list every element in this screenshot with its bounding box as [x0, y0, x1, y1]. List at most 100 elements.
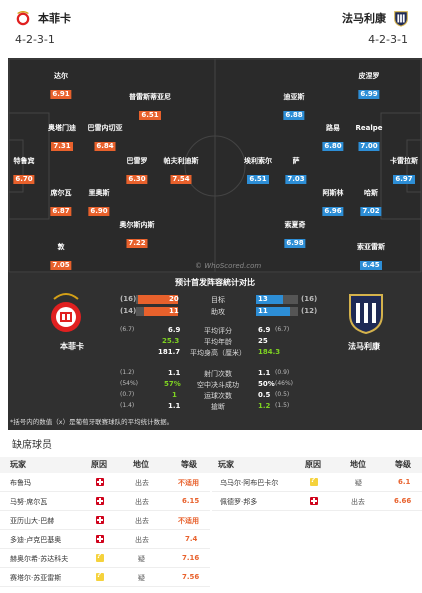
home-player-marker[interactable]: 达尔 6.91	[50, 72, 72, 100]
home-value: 1.1	[168, 369, 181, 377]
player-rating: 6.98	[284, 239, 306, 248]
rating-value: 7.4	[185, 535, 198, 543]
absent-row[interactable]: 马努·席尔瓦 出去 6.15	[0, 493, 210, 511]
player-rating: 7.54	[170, 175, 192, 184]
player-name[interactable]: 多迪·卢克巴基奥	[10, 536, 62, 544]
absent-row[interactable]: 乌马尔·阿布巴卡尔 疑 6.1	[212, 474, 422, 492]
player-name[interactable]: 乌马尔·阿布巴卡尔	[220, 479, 279, 487]
away-crest-icon	[394, 11, 408, 27]
away-prev-value: (6.7)	[275, 326, 290, 333]
player-rating: 7.31	[51, 142, 73, 151]
player-name[interactable]: 赫奥尔希·苏达科夫	[10, 555, 69, 563]
home-player-marker[interactable]: 巴雷内切亚 6.84	[88, 124, 123, 152]
stat-label: 平均身高（厘米）	[190, 349, 246, 357]
home-player-marker[interactable]: 巴雷罗 6.30	[126, 157, 148, 185]
away-player-marker[interactable]: 卡雷拉斯 6.97	[390, 157, 418, 185]
status-text: 疑	[355, 479, 362, 487]
home-value: 1.1	[168, 402, 181, 410]
away-team-label: 法马利康	[348, 342, 380, 351]
away-player-marker[interactable]: Realpe 7.00	[355, 124, 383, 152]
away-team-header[interactable]: 法马利康	[342, 8, 410, 28]
away-value: 1.1	[258, 369, 271, 377]
home-prev-value: (54%)	[120, 380, 139, 387]
rating-value: 7.56	[182, 573, 200, 581]
home-bar-fill	[138, 295, 178, 304]
away-player-marker[interactable]: 阿斯林 6.96	[322, 189, 344, 217]
injury-icon	[96, 516, 104, 524]
match-header: 本菲卡 4-2-3-1 法马利康 4-2-3-1	[0, 0, 422, 58]
home-player-marker[interactable]: 普雷斯蒂亚尼 6.51	[129, 93, 171, 121]
doubtful-icon	[96, 552, 104, 562]
player-name[interactable]: 布鲁玛	[10, 479, 31, 487]
player-rating: 6.84	[94, 142, 116, 151]
absent-row[interactable]: 布鲁玛 出去 不适用	[0, 474, 210, 492]
player-name: Realpe	[355, 124, 383, 132]
home-crest-icon	[16, 11, 30, 26]
player-name: 阿斯林	[322, 189, 344, 197]
player-name: 里奥斯	[88, 189, 110, 197]
home-player-marker[interactable]: 席尔瓦 6.87	[50, 189, 72, 217]
player-name: 奥塔门迪	[48, 124, 76, 132]
away-player-marker[interactable]: 索亚雷斯 6.45	[357, 243, 385, 271]
home-player-marker[interactable]: 敦 7.05	[50, 243, 72, 271]
player-name[interactable]: 亚历山大·巴赫	[10, 517, 55, 525]
absent-row[interactable]: 赛塔尔·苏亚雷斯 疑 7.56	[0, 569, 210, 587]
home-player-marker[interactable]: 特鲁宾 6.70	[13, 157, 35, 185]
away-bar-fill	[256, 295, 283, 304]
away-player-marker[interactable]: 索夏奇 6.98	[284, 221, 306, 249]
home-value: 6.9	[168, 326, 181, 334]
away-prev-value: (0.9)	[275, 369, 290, 376]
header-position: 地位	[350, 460, 366, 469]
status-text: 出去	[135, 517, 149, 525]
absent-row[interactable]: 多迪·卢克巴基奥 出去 7.4	[0, 531, 210, 549]
absent-row[interactable]: 亚历山大·巴赫 出去 不适用	[0, 512, 210, 530]
away-player-marker[interactable]: 埃利索尔 6.51	[244, 157, 272, 185]
away-player-marker[interactable]: 萨 7.03	[285, 157, 307, 185]
injury-icon	[96, 535, 104, 543]
home-team-header[interactable]: 本菲卡	[14, 8, 71, 28]
away-prev-value: (46%)	[275, 380, 294, 387]
absent-row[interactable]: 佩德罗·邦多 出去 6.66	[212, 493, 422, 511]
away-prev-value: (16)	[301, 295, 318, 303]
away-player-marker[interactable]: 皮涅罗 6.99	[358, 72, 380, 100]
home-bar-fill	[144, 307, 178, 316]
home-player-marker[interactable]: 奥塔门迪 7.31	[48, 124, 76, 152]
injury-icon	[310, 497, 318, 505]
stat-row: (6.7) 6.9 平均评分 6.9 (6.7)	[118, 326, 318, 336]
doubtful-icon	[96, 571, 104, 581]
home-value: 25.3	[162, 337, 180, 345]
home-player-marker[interactable]: 里奥斯 6.90	[88, 189, 110, 217]
away-player-marker[interactable]: 迪亚斯 6.88	[283, 93, 305, 121]
player-name[interactable]: 赛塔尔·苏亚雷斯	[10, 574, 62, 582]
home-player-marker[interactable]: 帕夫利迪斯 7.54	[164, 157, 199, 185]
stat-label: 目标	[211, 296, 225, 304]
home-player-marker[interactable]: 奥尔斯内斯 7.22	[120, 221, 155, 249]
home-value: 20	[169, 295, 179, 303]
away-value: 184.3	[258, 348, 281, 356]
header-rating: 等级	[395, 460, 411, 469]
player-rating: 6.90	[88, 207, 110, 216]
absent-row[interactable]: 赫奥尔希·苏达科夫 疑 7.16	[0, 550, 210, 568]
player-name: 萨	[292, 157, 300, 165]
home-prev-value: (1.2)	[120, 369, 135, 376]
stat-bar-assists: (14) 11 助攻 11 (12)	[118, 307, 318, 316]
away-player-marker[interactable]: 哈斯 7.02	[360, 189, 382, 217]
absent-title: 缺席球员	[12, 440, 52, 451]
player-name: 路易	[326, 124, 340, 132]
player-name: 席尔瓦	[50, 189, 72, 197]
away-large-crest-icon	[349, 294, 383, 335]
rating-value: 不适用	[178, 517, 199, 525]
player-rating: 6.96	[322, 207, 344, 216]
status-text: 出去	[135, 498, 149, 506]
away-prev-value: (1.5)	[275, 402, 290, 409]
injury-icon	[96, 497, 104, 505]
away-value: 6.9	[258, 326, 271, 334]
away-value: 25	[258, 337, 268, 345]
stat-row: (1.2) 1.1 射门次数 1.1 (0.9)	[118, 369, 318, 379]
player-name[interactable]: 马努·席尔瓦	[10, 498, 48, 506]
home-prev-value: (1.4)	[120, 402, 135, 409]
player-rating: 6.91	[50, 90, 72, 99]
player-name[interactable]: 佩德罗·邦多	[220, 498, 258, 506]
player-name: 卡雷拉斯	[390, 157, 418, 165]
away-player-marker[interactable]: 路易 6.80	[322, 124, 344, 152]
